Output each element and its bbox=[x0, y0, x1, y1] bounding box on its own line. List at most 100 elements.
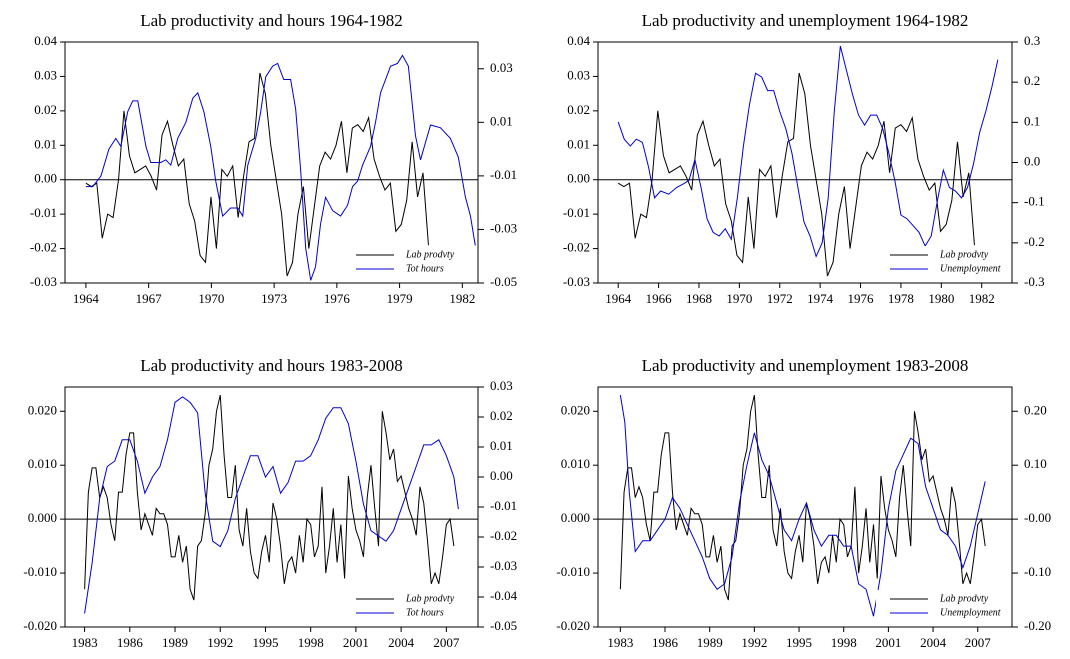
chart-title: Lab productivity and hours 1983-2008 bbox=[140, 356, 403, 375]
x-tick-label: 1982 bbox=[449, 291, 475, 306]
y-tick-label: 0.00 bbox=[567, 171, 590, 186]
series-line bbox=[619, 395, 986, 617]
y2-tick-label: 0.01 bbox=[490, 438, 513, 453]
y2-tick-label: -0.3 bbox=[1024, 274, 1045, 289]
y-tick-label: 0.000 bbox=[28, 510, 57, 525]
x-tick-label: 2007 bbox=[965, 635, 992, 650]
y-tick-label: -0.010 bbox=[23, 564, 57, 579]
plot-frame bbox=[64, 41, 479, 284]
y-tick-label: 0.000 bbox=[561, 510, 590, 525]
y-tick-label: -0.020 bbox=[23, 618, 57, 633]
x-tick-label: 1995 bbox=[252, 635, 278, 650]
y2-tick-label: 0.03 bbox=[490, 378, 513, 393]
y-tick-label: 0.02 bbox=[34, 102, 57, 117]
x-tick-label: 1989 bbox=[162, 635, 188, 650]
y2-tick-label: 0.2 bbox=[1024, 73, 1040, 88]
legend-label: Lab prodvty bbox=[405, 593, 455, 604]
y2-tick-label: -0.05 bbox=[490, 618, 517, 633]
x-tick-label: 1982 bbox=[969, 291, 995, 306]
x-tick-label: 1966 bbox=[646, 291, 673, 306]
y2-tick-label: -0.00 bbox=[1024, 510, 1051, 525]
legend-box bbox=[876, 246, 1008, 280]
legend-label: Unemployment bbox=[940, 607, 1001, 618]
y2-tick-label: -0.03 bbox=[490, 558, 517, 573]
y2-tick-label: -0.10 bbox=[1024, 564, 1051, 579]
y-tick-label: -0.03 bbox=[563, 274, 590, 289]
legend-label: Lab prodvty bbox=[405, 249, 455, 260]
x-tick-label: 1970 bbox=[198, 291, 224, 306]
x-tick-label: 1992 bbox=[207, 635, 233, 650]
x-tick-label: 1989 bbox=[697, 635, 723, 650]
series-line bbox=[85, 72, 429, 277]
x-tick-label: 1964 bbox=[605, 291, 632, 306]
y-tick-label: 0.03 bbox=[567, 67, 590, 82]
y2-tick-label: 0.00 bbox=[490, 468, 513, 483]
y-tick-label: 0.04 bbox=[34, 33, 57, 48]
legend-label: Lab prodvty bbox=[939, 249, 989, 260]
y2-tick-label: 0.20 bbox=[1024, 402, 1047, 417]
y2-tick-label: -0.1 bbox=[1024, 194, 1045, 209]
x-tick-label: 2004 bbox=[920, 635, 947, 650]
y2-tick-label: -0.20 bbox=[1024, 618, 1051, 633]
y-tick-label: 0.02 bbox=[567, 102, 590, 117]
y-tick-label: -0.020 bbox=[556, 618, 590, 633]
chart-title: Lab productivity and unemployment 1964-1… bbox=[642, 11, 969, 30]
y-tick-label: 0.01 bbox=[567, 136, 590, 151]
y2-tick-label: 0.0 bbox=[1024, 153, 1040, 168]
y-tick-label: -0.01 bbox=[563, 205, 590, 220]
series-line bbox=[619, 394, 986, 601]
y-tick-label: 0.010 bbox=[28, 456, 57, 471]
chart-title: Lab productivity and hours 1964-1982 bbox=[140, 11, 403, 30]
series-line bbox=[617, 45, 999, 258]
chart-title: Lab productivity and unemployment 1983-2… bbox=[642, 356, 969, 375]
y2-tick-label: -0.04 bbox=[490, 588, 518, 603]
x-tick-label: 2007 bbox=[433, 635, 460, 650]
x-tick-label: 1964 bbox=[73, 291, 100, 306]
series-line bbox=[85, 54, 476, 281]
x-tick-label: 1967 bbox=[136, 291, 163, 306]
x-tick-label: 2001 bbox=[875, 635, 901, 650]
y-tick-label: 0.01 bbox=[34, 136, 57, 151]
legend-box bbox=[876, 590, 1008, 624]
y2-tick-label: 0.10 bbox=[1024, 456, 1047, 471]
y2-tick-label: -0.03 bbox=[490, 220, 517, 235]
y2-tick-label: 0.3 bbox=[1024, 33, 1040, 48]
y-tick-label: -0.02 bbox=[30, 240, 57, 255]
y2-tick-label: 0.02 bbox=[490, 408, 513, 423]
y2-tick-label: -0.02 bbox=[490, 528, 517, 543]
x-tick-label: 1976 bbox=[324, 291, 351, 306]
y2-tick-label: 0.03 bbox=[490, 60, 513, 75]
series-line bbox=[84, 394, 455, 601]
y-tick-label: 0.020 bbox=[561, 402, 590, 417]
y2-tick-label: -0.01 bbox=[490, 167, 517, 182]
legend-box bbox=[342, 246, 474, 280]
y2-tick-label: -0.05 bbox=[490, 274, 517, 289]
legend-label: Tot hours bbox=[406, 263, 444, 274]
x-tick-label: 1986 bbox=[117, 635, 144, 650]
y-tick-label: 0.020 bbox=[28, 402, 57, 417]
y2-tick-label: 0.01 bbox=[490, 113, 513, 128]
y-tick-label: 0.03 bbox=[34, 67, 57, 82]
legend-label: Tot hours bbox=[406, 607, 444, 618]
x-tick-label: 1986 bbox=[652, 635, 679, 650]
y-tick-label: -0.01 bbox=[30, 205, 57, 220]
y-tick-label: 0.00 bbox=[34, 171, 57, 186]
x-tick-label: 1972 bbox=[767, 291, 793, 306]
y-tick-label: 0.04 bbox=[567, 33, 590, 48]
x-tick-label: 1974 bbox=[807, 291, 834, 306]
x-tick-label: 2001 bbox=[343, 635, 369, 650]
legend-box bbox=[342, 590, 474, 624]
y2-tick-label: -0.2 bbox=[1024, 234, 1045, 249]
x-tick-label: 2004 bbox=[388, 635, 415, 650]
x-tick-label: 1970 bbox=[726, 291, 752, 306]
legend-label: Unemployment bbox=[940, 263, 1001, 274]
x-tick-label: 1998 bbox=[298, 635, 324, 650]
x-tick-label: 1992 bbox=[741, 635, 767, 650]
y2-tick-label: -0.01 bbox=[490, 498, 517, 513]
x-tick-label: 1976 bbox=[848, 291, 875, 306]
x-tick-label: 1980 bbox=[928, 291, 954, 306]
y-tick-label: -0.010 bbox=[556, 564, 590, 579]
y-tick-label: -0.02 bbox=[563, 240, 590, 255]
x-tick-label: 1998 bbox=[831, 635, 857, 650]
